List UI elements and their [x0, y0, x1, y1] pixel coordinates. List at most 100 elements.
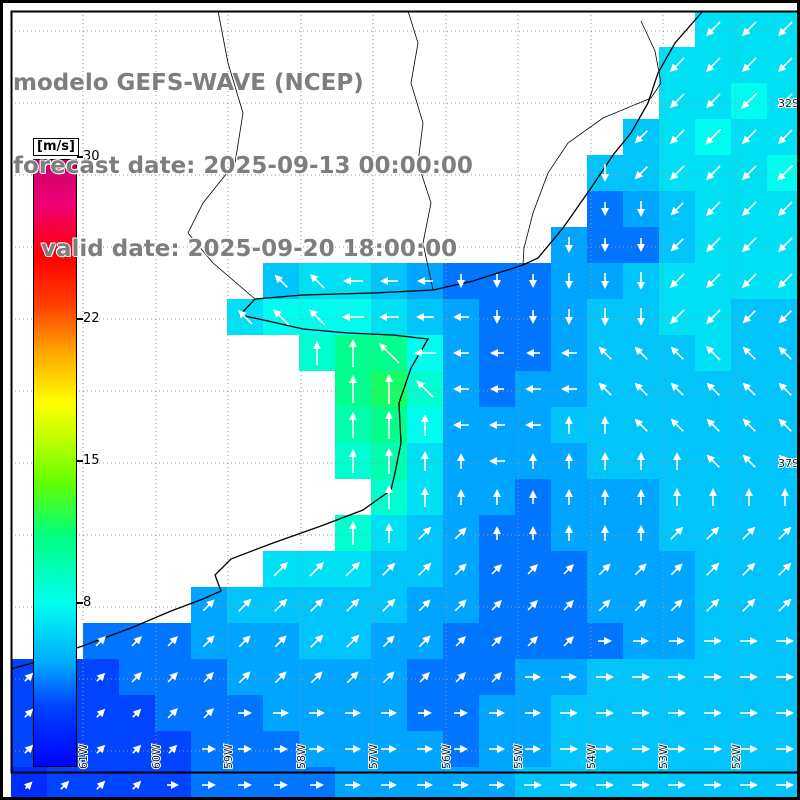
- wind-arrow: [489, 421, 505, 429]
- wind-arrow-head: [389, 745, 397, 753]
- wind-arrow: [598, 599, 611, 612]
- wind-arrow: [596, 745, 614, 753]
- wind-arrow: [167, 781, 179, 789]
- wind-arrow-head: [389, 709, 397, 717]
- wind-arrow-head: [565, 636, 574, 645]
- wind-arrow-head: [278, 671, 287, 680]
- wind-arrow-head: [601, 525, 609, 533]
- wind-arrow-head: [745, 488, 753, 496]
- wind-arrow-head: [453, 385, 461, 393]
- wind-arrow: [414, 349, 436, 357]
- wind-arrow: [310, 671, 323, 684]
- wind-arrow-head: [244, 745, 252, 753]
- wind-arrow: [489, 709, 505, 717]
- wind-arrow: [489, 457, 505, 465]
- wind-arrow-head: [208, 745, 216, 753]
- wind-arrow: [524, 781, 542, 789]
- wind-arrow-head: [601, 489, 609, 497]
- wind-arrow-head: [424, 709, 432, 717]
- wind-arrow: [561, 349, 577, 357]
- wind-arrow: [202, 635, 215, 648]
- wind-arrow: [565, 237, 573, 253]
- map-title-block: modelo GEFS-WAVE (NCEP) forecast date: 2…: [13, 15, 473, 319]
- wind-arrow-head: [677, 637, 685, 645]
- wind-arrow-head: [750, 745, 758, 753]
- wind-arrow-head: [678, 745, 686, 753]
- colorbar-tick-label: 15: [83, 453, 100, 468]
- wind-arrow: [379, 313, 399, 321]
- wind-arrow: [453, 349, 469, 357]
- wind-arrow: [313, 341, 321, 365]
- wind-arrow-head: [493, 526, 501, 534]
- wind-arrow-head: [525, 385, 533, 393]
- wind-arrow-head: [601, 318, 609, 326]
- wind-arrow: [706, 598, 720, 612]
- wind-arrow-head: [353, 781, 361, 789]
- wind-arrow-head: [642, 781, 650, 789]
- colorbar-tick-label: 22: [83, 311, 100, 327]
- wind-arrow-head: [380, 277, 388, 285]
- wind-arrow-head: [533, 673, 541, 681]
- wind-arrow: [345, 709, 361, 717]
- wind-arrow: [601, 308, 609, 326]
- wind-arrow-head: [782, 598, 792, 608]
- border-river-line: [407, 10, 434, 291]
- border-river-line: [187, 10, 256, 300]
- wind-arrow-head: [565, 564, 574, 573]
- wind-arrow: [598, 637, 612, 645]
- wind-arrow: [417, 781, 433, 789]
- wind-arrow-head: [385, 485, 393, 493]
- wind-arrow: [670, 563, 683, 576]
- wind-arrow: [668, 709, 686, 717]
- wind-arrow: [740, 637, 758, 645]
- wind-arrow: [525, 709, 541, 717]
- wind-arrow: [563, 636, 574, 647]
- wind-arrow: [343, 277, 363, 285]
- wind-cells-layer: [11, 11, 797, 797]
- wind-arrow-head: [710, 526, 720, 536]
- wind-arrow: [668, 673, 686, 681]
- wind-arrow-head: [343, 277, 351, 285]
- wind-arrow-head: [565, 281, 573, 289]
- wind-arrow: [632, 673, 650, 681]
- wind-cell: [767, 191, 797, 227]
- wind-arrow: [385, 523, 393, 543]
- wind-arrow-head: [425, 781, 433, 789]
- wind-arrow: [776, 709, 794, 717]
- wind-arrow-head: [604, 637, 612, 645]
- wind-arrow-head: [461, 781, 469, 789]
- wind-arrow-head: [570, 709, 578, 717]
- wind-arrow-head: [714, 709, 722, 717]
- wind-arrow-head: [750, 673, 758, 681]
- wind-arrow-head: [786, 745, 794, 753]
- wind-arrow: [454, 599, 467, 612]
- wind-arrow: [381, 781, 397, 789]
- wind-arrow-head: [385, 411, 393, 419]
- wind-arrow-head: [349, 339, 357, 347]
- wind-arrow: [238, 671, 251, 684]
- wind-arrow: [601, 164, 609, 182]
- lon-label: 58W: [295, 744, 308, 769]
- wind-arrow: [349, 339, 357, 367]
- wind-arrow: [274, 745, 288, 753]
- wind-arrow: [527, 564, 538, 575]
- wind-arrow-head: [206, 599, 215, 608]
- wind-arrow-head: [206, 635, 215, 644]
- wind-arrow: [309, 745, 325, 753]
- wind-arrow-head: [565, 317, 573, 325]
- wind-arrow: [560, 709, 578, 717]
- wind-cell: [767, 47, 797, 83]
- wind-arrow: [673, 452, 681, 470]
- wind-arrow-head: [529, 316, 537, 324]
- wind-arrow-head: [565, 453, 573, 461]
- wind-arrow: [563, 600, 574, 611]
- wind-arrow-head: [570, 745, 578, 753]
- wind-arrow-head: [389, 781, 397, 789]
- wind-arrow: [601, 202, 609, 216]
- wind-arrow-head: [497, 781, 505, 789]
- lon-label: 53W: [657, 744, 670, 769]
- colorbar-tick-mark: [77, 601, 83, 604]
- wind-arrow-head: [460, 709, 468, 717]
- wind-arrow: [349, 521, 357, 545]
- wind-arrow: [781, 488, 789, 506]
